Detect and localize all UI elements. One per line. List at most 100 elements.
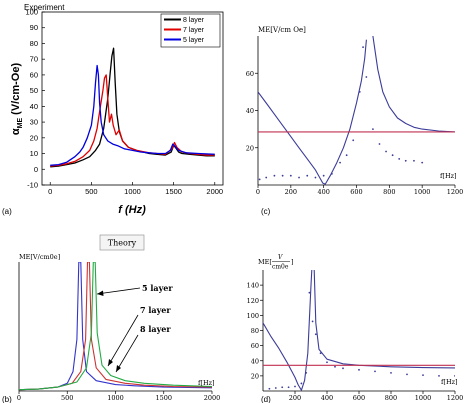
y-tick-label: 60 bbox=[30, 70, 38, 79]
y-tick-label: 100 bbox=[25, 8, 38, 17]
annotation-8-layer-arrow bbox=[115, 334, 139, 373]
x-tick-label: 600 bbox=[353, 394, 365, 402]
data-point bbox=[281, 174, 284, 177]
x-tick-label: 1000 bbox=[124, 187, 141, 196]
annotation-8-layer: 8 layer bbox=[140, 324, 171, 334]
data-point bbox=[298, 176, 300, 179]
panel-b-title: Theory bbox=[108, 239, 137, 248]
y-tick-label: 90 bbox=[30, 23, 38, 32]
y-tick-label: 20 bbox=[30, 133, 38, 142]
panel-b-x-label: f[Hz] bbox=[198, 379, 215, 387]
annotation-7-layer-arrowhead bbox=[108, 359, 113, 366]
data-point bbox=[385, 150, 387, 153]
data-point bbox=[258, 178, 261, 181]
data-point bbox=[398, 158, 401, 160]
data-point bbox=[281, 386, 284, 389]
series-line-7-layer bbox=[50, 74, 215, 167]
data-point bbox=[358, 368, 360, 371]
panel-c-label: (c) bbox=[261, 207, 271, 216]
panel-a-plot-area bbox=[50, 47, 215, 168]
data-point bbox=[345, 154, 348, 157]
data-point bbox=[421, 161, 424, 164]
data-point bbox=[352, 139, 355, 142]
panel-c-y-label: ME[V/cm Oe] bbox=[258, 26, 306, 34]
svg-text:ME[: ME[ bbox=[258, 258, 272, 266]
legend-label-7-layer: 7 layer bbox=[183, 27, 205, 34]
x-tick-label: 2000 bbox=[206, 187, 223, 196]
y-tick-label: 50 bbox=[30, 86, 38, 95]
data-point bbox=[390, 371, 392, 374]
annotation-7-layer: 7 layer bbox=[140, 305, 171, 315]
series-line-curve-1 bbox=[372, 36, 455, 133]
x-tick-label: 800 bbox=[383, 188, 395, 196]
svg-text:]: ] bbox=[291, 258, 294, 266]
panel-d-x-ticks: 200 400 600 800 1000 1200 bbox=[289, 391, 463, 402]
y-tick-label: 60 bbox=[246, 70, 254, 78]
panel-d-label: (d) bbox=[261, 395, 271, 403]
y-tick-label: 140 bbox=[247, 282, 259, 290]
data-point bbox=[438, 374, 440, 377]
data-point bbox=[422, 374, 424, 377]
y-tick-label: 30 bbox=[30, 118, 38, 127]
x-tick-label: 1500 bbox=[165, 187, 182, 196]
data-point bbox=[342, 367, 344, 370]
y-tick-label: 60 bbox=[251, 342, 259, 350]
data-point bbox=[330, 172, 333, 175]
panel-c-x-label: f[Hz] bbox=[440, 172, 457, 180]
data-point bbox=[265, 176, 268, 179]
y-tick-label: 20 bbox=[246, 144, 254, 152]
x-tick-label: 400 bbox=[317, 188, 329, 196]
x-tick-label: 1000 bbox=[415, 394, 432, 402]
panel-d-y-label: ME[ V cm0e ] bbox=[258, 254, 294, 271]
data-point bbox=[378, 143, 381, 145]
annotation-5-layer: 5 layer bbox=[142, 283, 173, 293]
annotation-5-layer-arrow bbox=[96, 287, 141, 295]
data-point bbox=[334, 365, 336, 368]
panel-d-y-ticks: 20 40 60 80 100 120 140 bbox=[247, 282, 263, 380]
x-tick-label: 0 bbox=[256, 188, 260, 196]
panel-d-plot-area bbox=[263, 270, 455, 391]
panel-d-x-label: f[Hz] bbox=[441, 378, 458, 386]
series-line-5-layer bbox=[19, 262, 212, 391]
data-point bbox=[305, 371, 308, 374]
data-point bbox=[406, 373, 408, 376]
panel-a: Experiment -10 0 10 20 30 40 50 60 70 80 90 100 0 50… bbox=[2, 3, 224, 216]
panel-a-label: (a) bbox=[2, 207, 12, 216]
annotation-8-layer-arrowhead bbox=[116, 365, 121, 372]
panel-a-title: Experiment bbox=[24, 3, 65, 12]
svg-text:V: V bbox=[278, 254, 283, 261]
data-point bbox=[274, 387, 277, 389]
data-point bbox=[404, 159, 407, 162]
x-tick-label: 200 bbox=[285, 188, 297, 196]
y-tick-label: 10 bbox=[30, 149, 38, 158]
data-point bbox=[319, 352, 322, 355]
panel-c-x-ticks: 0 200 400 600 800 1000 1200 bbox=[256, 185, 463, 196]
panel-a-y-ticks: -10 0 10 20 30 40 50 60 70 80 90 100 bbox=[25, 8, 45, 190]
panel-b-x-ticks: 0 500 1000 1500 2000 bbox=[17, 391, 220, 402]
data-point bbox=[273, 174, 276, 177]
data-point bbox=[287, 386, 290, 389]
x-tick-label: 0 bbox=[17, 394, 21, 402]
x-tick-label: 1500 bbox=[155, 394, 172, 402]
series-line-5-layer bbox=[50, 64, 215, 166]
x-tick-label: 1000 bbox=[414, 188, 431, 196]
data-point bbox=[358, 90, 361, 93]
y-tick-label: 80 bbox=[30, 39, 38, 48]
x-tick-label: 200 bbox=[289, 394, 301, 402]
data-point bbox=[308, 291, 311, 294]
panel-a-x-ticks: 0 500 1000 1500 2000 bbox=[48, 182, 223, 196]
data-point bbox=[294, 385, 296, 388]
legend-label-8-layer: 8 layer bbox=[183, 17, 205, 24]
data-point bbox=[365, 76, 368, 78]
data-point bbox=[322, 174, 325, 177]
panel-a-y-label: αME (V/cm-Oe) bbox=[10, 63, 24, 136]
y-tick-label: 40 bbox=[30, 102, 38, 111]
x-tick-label: 800 bbox=[385, 394, 397, 402]
x-tick-label: 500 bbox=[85, 187, 98, 196]
y-tick-label: 120 bbox=[247, 297, 259, 305]
x-tick-label: 1000 bbox=[107, 394, 124, 402]
svg-text:cm0e: cm0e bbox=[272, 264, 289, 271]
series-line-7-layer bbox=[19, 262, 212, 391]
panel-b-title-box bbox=[99, 234, 145, 251]
